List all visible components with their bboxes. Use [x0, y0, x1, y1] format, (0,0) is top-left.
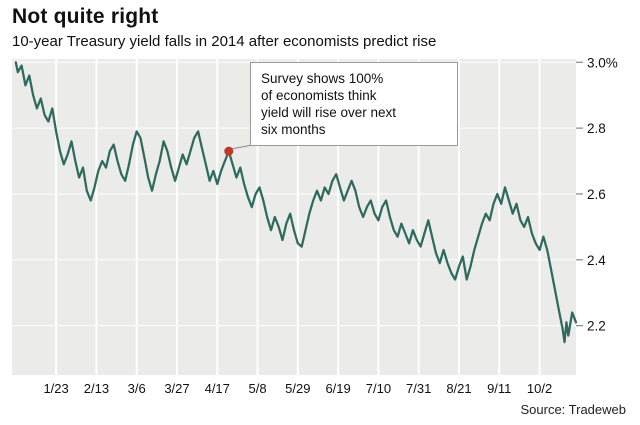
annotation-line: six months: [261, 122, 326, 137]
annotation-line: Survey shows 100%: [261, 71, 384, 86]
x-tick-label: 1/23: [43, 381, 68, 396]
x-tick-label: 7/31: [406, 381, 431, 396]
annotation-callout: Survey shows 100% of economists think yi…: [250, 62, 458, 146]
y-tick-label: 2.8: [587, 121, 606, 136]
page-subtitle: 10-year Treasury yield falls in 2014 aft…: [12, 33, 437, 50]
y-tick-label: 2.4: [587, 253, 606, 268]
yield-line: [14, 61, 578, 344]
annotation-line: yield will rise over next: [261, 105, 397, 120]
callout-leader-line: [230, 144, 253, 150]
x-tick-label: 9/11: [487, 381, 511, 396]
x-tick-label: 3/27: [164, 381, 189, 396]
x-tick-label: 6/19: [325, 381, 350, 396]
x-tick-label: 2/13: [84, 381, 109, 396]
source-label: Source: Tradeweb: [520, 402, 626, 417]
annotation-dot: [224, 146, 234, 156]
y-tick-label: 2.6: [587, 187, 606, 202]
x-tick-label: 8/21: [446, 381, 471, 396]
x-tick-label: 3/6: [128, 381, 146, 396]
x-tick-label: 5/8: [249, 381, 267, 396]
annotation-line: of economists think: [261, 88, 377, 103]
x-tick-label: 5/29: [285, 381, 310, 396]
y-tick-label: 3.0%: [587, 55, 618, 70]
y-tick-label: 2.2: [587, 319, 606, 334]
x-tick-label: 10/2: [527, 381, 552, 396]
x-tick-label: 4/17: [205, 381, 230, 396]
page-title: Not quite right: [12, 5, 159, 28]
x-tick-label: 7/10: [366, 381, 391, 396]
